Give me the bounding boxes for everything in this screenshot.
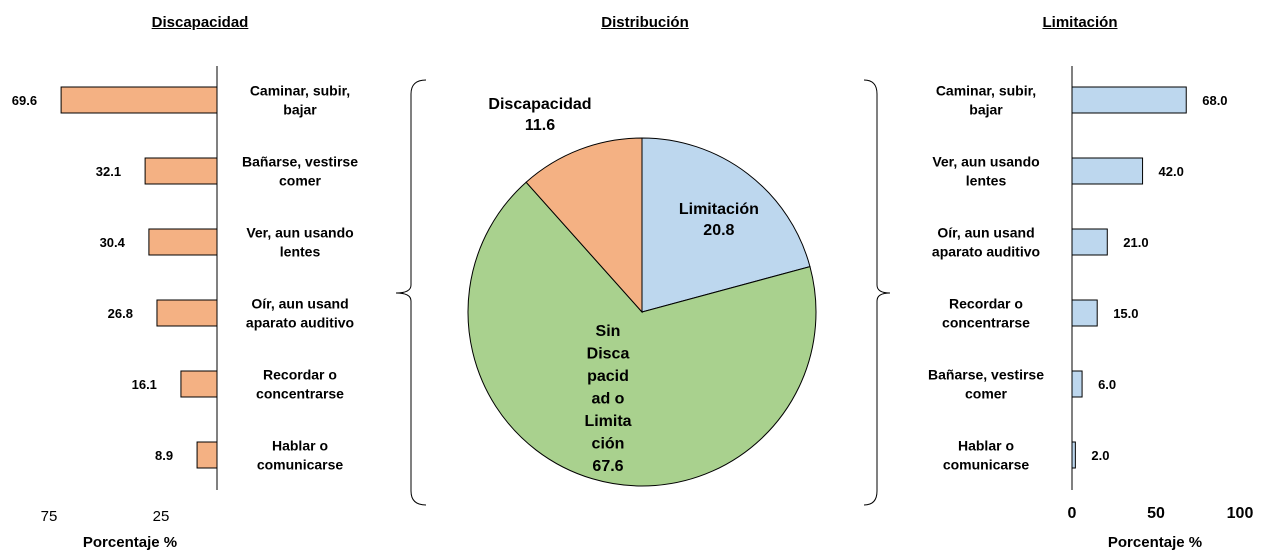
- left-category-label: Bañarse, vestirse comer: [242, 153, 358, 188]
- right-x-axis-label: Porcentaje %: [1107, 534, 1203, 551]
- left-bar-value-label: 26.8: [108, 306, 133, 321]
- left-bar: [196, 441, 218, 469]
- left-bar-value-label: 32.1: [96, 164, 121, 179]
- pie-chart-title: Distribución: [601, 14, 689, 31]
- right-bar-value-label: 15.0: [1113, 306, 1138, 321]
- right-category-label: Caminar, subir, bajar: [936, 82, 1036, 117]
- left-bar: [148, 228, 218, 256]
- right-brace: [863, 79, 891, 506]
- left-bar-value-label: 8.9: [155, 448, 173, 463]
- left-bar: [60, 86, 218, 114]
- right-bar: [1071, 86, 1187, 114]
- left-category-label: Ver, aun usando lentes: [246, 224, 353, 259]
- left-bar-value-label: 16.1: [132, 377, 157, 392]
- right-category-label: Recordar o concentrarse: [942, 295, 1030, 330]
- right-x-tick-label: 0: [1068, 505, 1077, 522]
- pie-slice: [641, 137, 811, 313]
- pie-slice: [525, 137, 643, 314]
- left-bar: [156, 299, 218, 327]
- left-brace: [395, 79, 427, 506]
- left-bar: [180, 370, 218, 398]
- left-bar: [144, 157, 218, 185]
- right-chart-title: Limitación: [1042, 14, 1118, 31]
- left-x-axis-label: Porcentaje %: [82, 534, 178, 551]
- left-x-tick-label: 75: [41, 508, 58, 525]
- right-x-tick-label: 50: [1147, 505, 1165, 522]
- right-bar-value-label: 21.0: [1123, 235, 1148, 250]
- right-bar: [1071, 228, 1108, 256]
- right-bar: [1071, 441, 1076, 469]
- right-category-label: Oír, aun usand aparato auditivo: [932, 224, 1040, 259]
- right-category-label: Bañarse, vestirse comer: [928, 366, 1044, 401]
- left-chart-title: Discapacidad: [151, 14, 249, 31]
- right-bar-value-label: 2.0: [1091, 448, 1109, 463]
- right-bar-value-label: 6.0: [1098, 377, 1116, 392]
- left-x-tick-label: 25: [153, 508, 170, 525]
- pie-slice-label: Discapacidad 11.6: [488, 96, 591, 134]
- left-bar-value-label: 30.4: [100, 235, 126, 250]
- left-category-label: Caminar, subir, bajar: [250, 82, 350, 117]
- pie-slice: [467, 181, 817, 487]
- left-category-label: Recordar o concentrarse: [256, 366, 344, 401]
- right-bar: [1071, 299, 1098, 327]
- left-bar-value-label: 69.6: [12, 93, 37, 108]
- right-bar-value-label: 68.0: [1202, 93, 1227, 108]
- pie-slice-label: Sin Disca pacid ad o Limita ción 67.6: [584, 323, 631, 475]
- right-bar-value-label: 42.0: [1159, 164, 1184, 179]
- right-bar: [1071, 370, 1083, 398]
- right-category-label: Ver, aun usando lentes: [932, 153, 1039, 188]
- right-x-tick-label: 100: [1227, 505, 1254, 522]
- right-bar: [1071, 157, 1144, 185]
- right-category-label: Hablar o comunicarse: [943, 437, 1030, 472]
- left-category-label: Hablar o comunicarse: [257, 437, 344, 472]
- pie-slice-label: Limitación 20.8: [679, 201, 759, 239]
- left-category-label: Oír, aun usand aparato auditivo: [246, 295, 354, 330]
